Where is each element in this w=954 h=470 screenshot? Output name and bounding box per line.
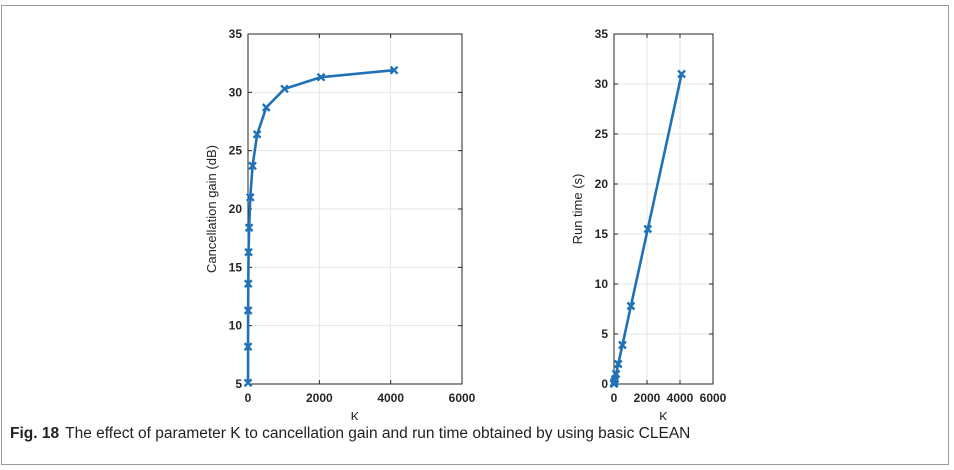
figure-frame [1,5,949,465]
caption-label: Fig. 18 [10,425,60,442]
y-tick-label: 20 [595,177,609,191]
data-point-marker [248,161,257,171]
data-point-marker [389,65,399,75]
x-axis-title: K [351,409,360,420]
data-point-marker [643,224,653,234]
data-point-marker [252,129,262,139]
x-tick-label: 6000 [700,391,727,405]
data-point-marker [245,192,255,202]
x-tick-label: 2000 [634,391,661,405]
data-point-marker [677,69,686,79]
figure-caption: Fig. 18 The effect of parameter K to canc… [10,425,690,443]
x-tick-label: 0 [245,391,252,405]
data-point-marker [316,72,326,82]
y-tick-label: 30 [595,77,609,91]
data-point-marker [244,247,253,257]
caption-text: The effect of parameter K to cancellatio… [65,425,691,442]
data-point-marker [244,223,254,233]
y-tick-label: 5 [235,377,242,391]
y-tick-label: 15 [595,227,609,241]
data-point-marker [243,279,253,289]
chart-run-time: 0 2000 4000 6000 0 5 10 15 20 25 30 35 K Run time (s) [570,27,727,420]
data-point-marker [280,84,289,94]
data-point-marker [243,342,253,352]
y-tick-label: 15 [229,260,243,274]
x-axis-title: K [659,409,668,420]
x-tick-label: 4000 [667,391,694,405]
y-axis-title: Cancellation gain (dB) [204,145,219,273]
y-tick-label: 0 [601,377,608,391]
data-point-marker [261,103,271,112]
y-axis-title: Run time (s) [570,174,585,245]
data-point-marker [243,378,253,388]
y-tick-label: 10 [229,319,243,333]
x-tick-label: 4000 [377,391,404,405]
data-point-marker [243,306,253,315]
data-point-marker [613,359,623,369]
y-tick-label: 35 [595,27,609,41]
y-tick-label: 20 [229,202,243,216]
data-point-marker [618,340,627,350]
x-tick-label: 6000 [449,391,476,405]
charts-canvas: 0 2000 4000 60005101520253035KCancellation … [204,27,727,420]
data-point-marker [626,301,636,311]
x-tick-label: 2000 [306,391,333,405]
x-tick-label: 0 [611,391,618,405]
y-tick-label: 10 [595,277,609,291]
y-tick-label: 25 [229,144,243,158]
chart-cancellation-gain: 0 2000 4000 6000 5 10 15 20 25 30 35 K Cancellation … [204,27,476,420]
y-tick-label: 25 [595,127,609,141]
y-tick-label: 35 [229,27,243,41]
plot-area [614,34,713,384]
y-tick-label: 30 [229,85,243,99]
axes-box [613,33,714,385]
y-tick-label: 5 [601,327,608,341]
data-point-marker [611,369,621,379]
